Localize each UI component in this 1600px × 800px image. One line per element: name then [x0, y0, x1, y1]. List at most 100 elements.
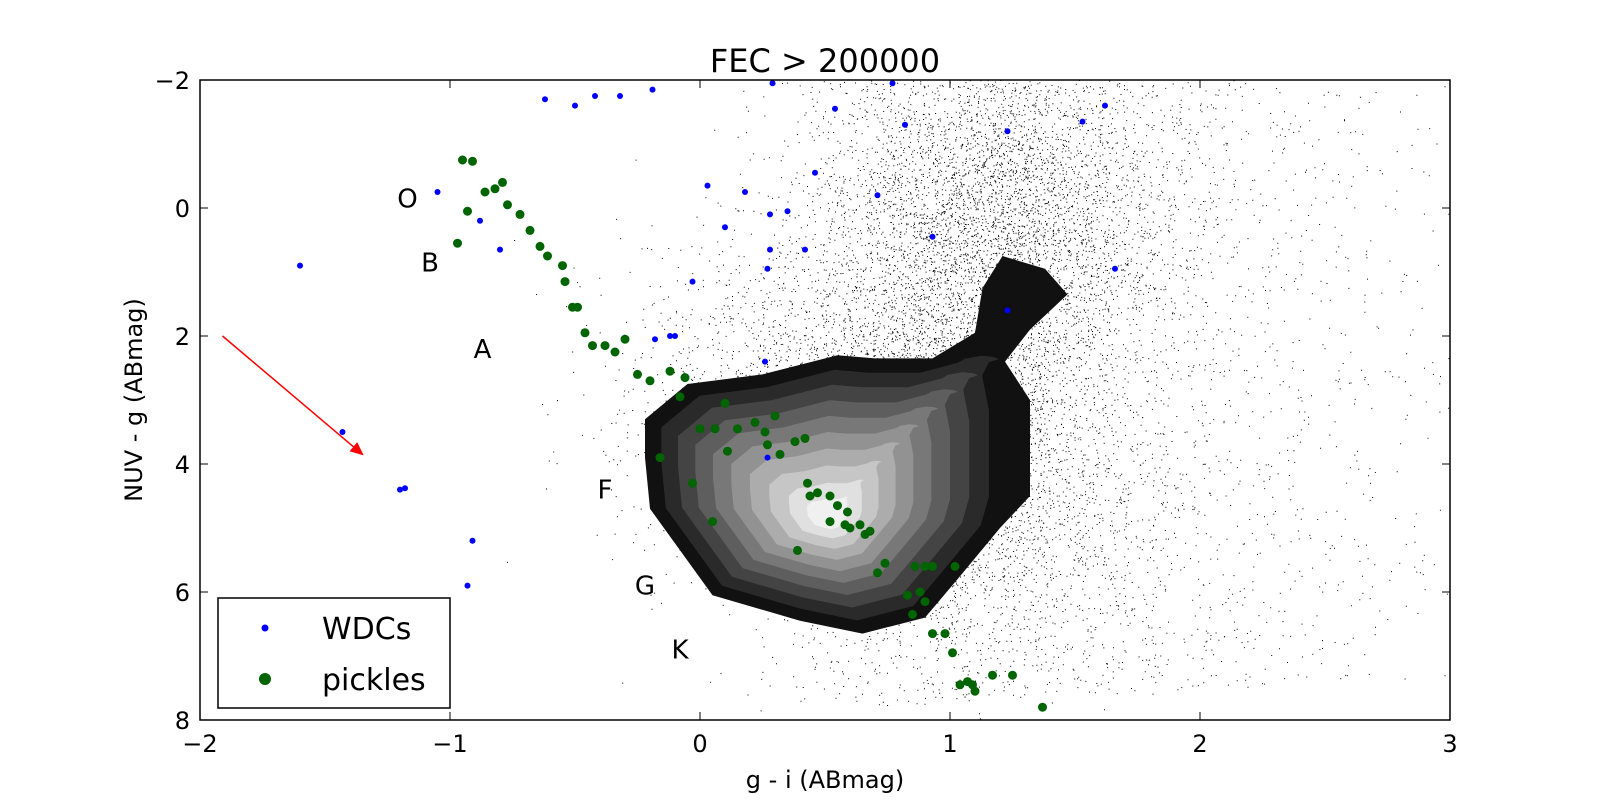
pickles-point	[463, 206, 472, 216]
wdcs-point	[464, 582, 471, 589]
wdcs-point	[542, 96, 548, 103]
pickles-point	[845, 523, 855, 533]
pickles-point	[525, 225, 535, 235]
wdcs-point	[704, 182, 711, 189]
x-axis-ticks: −2 −1 0 1 2 3	[182, 80, 1458, 758]
wdcs-point	[767, 211, 773, 218]
pickles-point	[920, 561, 930, 571]
pickles-point	[645, 376, 655, 386]
legend-marker-wdcs	[261, 624, 269, 632]
wdcs-point	[339, 429, 346, 435]
pickles-point	[873, 568, 882, 578]
y-tick-label: −2	[155, 67, 190, 95]
pickles-point	[880, 558, 890, 568]
pickles-point	[468, 156, 477, 166]
pickles-point	[825, 491, 835, 501]
wdcs-point	[1102, 102, 1108, 109]
pickles-point	[775, 449, 785, 459]
pickles-point	[770, 411, 780, 421]
pickles-point	[955, 680, 965, 690]
pickles-point	[543, 251, 552, 261]
y-tick-label: 6	[175, 579, 190, 607]
x-axis-label: g - i (ABmag)	[746, 766, 904, 794]
pickles-point	[588, 341, 597, 351]
x-tick-label: 0	[692, 730, 707, 758]
pickles-point	[855, 520, 865, 530]
series-pickles	[453, 155, 1047, 712]
wdcs-point	[592, 93, 598, 99]
pickles-point	[490, 184, 500, 194]
wdcs-point	[497, 246, 503, 253]
pickles-point	[620, 334, 630, 344]
pickles-point	[573, 302, 582, 312]
pickles-point	[710, 424, 720, 434]
pickles-point	[680, 373, 690, 383]
pickles-point	[928, 629, 937, 639]
pickles-point	[708, 517, 717, 527]
wdcs-point	[832, 105, 838, 112]
wdcs-point	[742, 189, 748, 195]
y-axis-label: NUV - g (ABmag)	[120, 298, 148, 502]
wdcs-point	[769, 80, 776, 87]
pickles-point	[688, 478, 697, 488]
pickles-point	[655, 453, 665, 463]
pickles-point	[825, 517, 835, 527]
pickles-point	[803, 478, 812, 488]
x-tick-label: 1	[942, 730, 957, 758]
pickles-point	[940, 629, 950, 639]
wdcs-point	[929, 233, 936, 240]
legend-label-pickles: pickles	[322, 663, 426, 698]
wdcs-point	[874, 192, 881, 199]
pickles-point	[695, 424, 705, 434]
wdcs-point	[617, 93, 623, 99]
wdcs-point	[784, 208, 791, 215]
wdcs-point	[397, 486, 403, 493]
plot-frame	[199, 79, 1451, 721]
pickles-point	[790, 437, 800, 447]
wdcs-point	[652, 336, 658, 343]
legend-box	[217, 597, 451, 709]
wdcs-point	[1004, 128, 1011, 135]
wdcs-point	[402, 485, 408, 492]
pickles-point	[560, 277, 570, 287]
wdcs-point	[902, 121, 908, 128]
wdcs-point	[689, 278, 696, 285]
y-axis-ticks: −2 0 2 4 6 8	[155, 67, 1450, 735]
legend-marker-pickles	[259, 673, 271, 685]
pickles-point	[580, 328, 590, 338]
wdcs-point	[469, 537, 476, 544]
pickles-point	[558, 261, 567, 271]
pickles-point	[813, 488, 822, 498]
pickles-point	[800, 433, 810, 443]
wdcs-point	[477, 217, 483, 224]
pickles-point	[805, 491, 815, 501]
spectral-type-annotations: O B A F G K	[397, 184, 689, 665]
legend-label-wdcs: WDCs	[322, 612, 411, 647]
chart-title: FEC > 200000	[710, 42, 940, 80]
annotation-f: F	[598, 476, 613, 506]
wdcs-point	[434, 189, 441, 195]
x-tick-label: 2	[1192, 730, 1207, 758]
wdcs-point	[762, 358, 768, 365]
pickles-point	[480, 187, 490, 197]
pickles-point	[920, 597, 930, 607]
wdcs-point	[722, 224, 728, 231]
wdcs-point	[667, 333, 673, 339]
wdcs-point	[672, 333, 678, 339]
annotation-o: O	[397, 184, 417, 214]
reddening-arrow	[222, 335, 364, 456]
pickles-point	[600, 341, 610, 351]
x-tick-label: −1	[432, 730, 467, 758]
wdcs-point	[1079, 118, 1086, 125]
pickles-point	[610, 347, 620, 357]
pickles-point	[498, 177, 507, 187]
pickles-point	[733, 424, 742, 434]
pickles-point	[453, 238, 462, 248]
pickles-point	[910, 561, 920, 571]
pickles-point	[903, 590, 912, 600]
wdcs-point	[1004, 307, 1011, 314]
pickles-point	[908, 609, 917, 619]
x-tick-label: −2	[182, 730, 217, 758]
wdcs-point	[764, 265, 771, 272]
pickles-point	[458, 155, 467, 165]
